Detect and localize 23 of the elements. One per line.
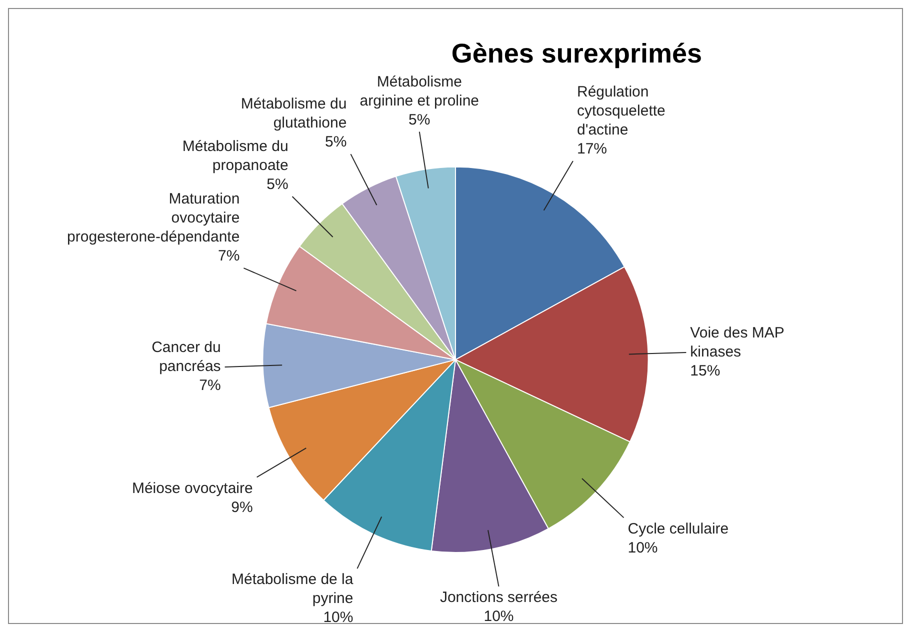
slice-label: Voie des MAP kinases [690,324,784,361]
slice-label: Régulation cytosquelette d'actine [576,84,666,139]
slice-label: Métabolisme du glutathione [240,96,347,132]
data-label: 7% [199,377,221,394]
slice-label: Jonctions serrées [440,589,558,606]
data-label: 10% [484,608,514,626]
data-label: 5% [266,176,288,194]
slice-label: Métabolisme du propanoate [182,138,288,174]
data-label: 5% [408,111,430,128]
data-label: 9% [231,498,253,516]
slice-label: Méiose ovocytaire [132,480,253,497]
data-label: 7% [218,248,240,265]
data-label: 15% [690,362,720,380]
slice-label: Métabolisme de la pyrine [231,571,354,608]
slice-label: Métabolisme arginine et proline [360,73,480,110]
data-label: 5% [325,134,347,151]
slice-label: Cancer du pancréas [152,339,221,376]
data-label: 17% [576,140,608,158]
data-label: 10% [628,539,658,556]
slice-label: Cycle cellulaire [628,520,729,538]
data-label: 10% [323,609,354,626]
slice-label: Maturation ovocytaire progesterone-dépendante [67,190,240,246]
chart-title: Gènes surexprimés [451,38,702,69]
